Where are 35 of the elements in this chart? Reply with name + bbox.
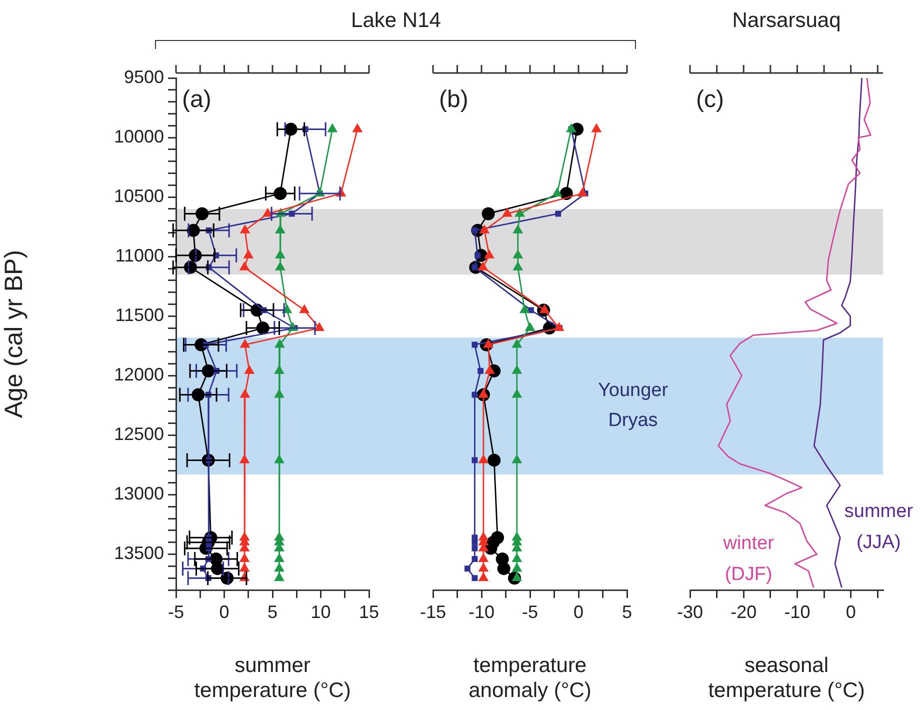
y-axis-title: Age (cal yr BP) [0, 250, 28, 418]
series-label: summer (JJA) [843, 500, 914, 555]
x-tick-label: 5 [622, 602, 632, 622]
y-tick-label: 10000 [114, 126, 164, 147]
chart-title: Lake N14 [350, 9, 442, 33]
y-tick-label: 10500 [114, 186, 164, 206]
x-tick-label: -5 [168, 602, 184, 622]
x-tick-label: -10 [784, 602, 810, 622]
x-tick-label: -10 [468, 602, 495, 622]
y-tick-label: 9500 [124, 66, 164, 87]
x-tick-label: 0 [846, 602, 856, 622]
x-tick-label: 15 [358, 602, 380, 622]
series-label: winter (DJF) [722, 532, 775, 587]
y-tick-label: 13000 [114, 484, 164, 504]
annotation: (c) [696, 86, 724, 114]
x-tick-label: -15 [420, 602, 446, 622]
x-tick-label: -20 [730, 602, 757, 622]
x-axis-title: seasonal temperature (°C) [708, 654, 865, 702]
x-axis-title: temperature anomaly (°C) [468, 654, 592, 702]
x-tick-label: 0 [573, 602, 584, 622]
y-tick-label: 11000 [115, 246, 164, 266]
x-axis-title: summer temperature (°C) [194, 654, 351, 702]
y-tick-label: 11500 [115, 305, 164, 326]
y-tick-label: 12500 [114, 424, 164, 444]
x-tick-label: -5 [522, 602, 538, 622]
band-label: Younger Dryas [596, 379, 670, 434]
annotation: (a) [182, 86, 212, 114]
x-tick-label: 0 [219, 602, 230, 622]
y-tick-label: 13500 [114, 543, 164, 564]
x-tick-label: -30 [676, 602, 704, 622]
x-tick-label: 10 [310, 602, 331, 622]
chart-title: Narsarsuaq [731, 9, 842, 33]
annotation: (b) [439, 86, 468, 114]
x-tick-label: 5 [267, 602, 278, 622]
y-tick-label: 12000 [114, 364, 164, 385]
